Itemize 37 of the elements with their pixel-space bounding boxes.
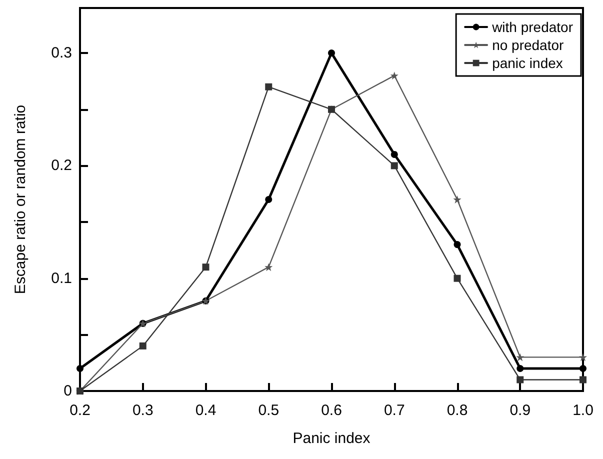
point — [76, 364, 84, 372]
point — [264, 263, 273, 272]
x-tick-label: 0.8 — [446, 402, 468, 419]
y-axis-title: Escape ratio or random ratio — [12, 104, 29, 294]
point — [454, 241, 461, 248]
point — [328, 50, 335, 57]
x-axis-title: Panic index — [292, 430, 371, 447]
point — [580, 376, 586, 384]
legend-label: with predator — [491, 19, 574, 35]
x-tick-label: 0.3 — [132, 402, 154, 419]
point — [453, 196, 462, 204]
y-tick-label: 0.2 — [51, 157, 72, 174]
point — [516, 353, 524, 362]
point — [265, 196, 272, 203]
point — [516, 364, 524, 372]
x-tick-label: 0.9 — [510, 402, 531, 419]
x-tick-label: 0.7 — [384, 402, 405, 419]
point — [139, 342, 146, 350]
point — [390, 150, 398, 158]
legend-label: no predator — [492, 37, 564, 53]
x-tick-label: 0.5 — [258, 402, 280, 419]
x-tick-label: 0.4 — [195, 402, 216, 419]
point — [516, 376, 524, 384]
y-tick-label: 0.3 — [51, 44, 72, 62]
x-tick-label: 0.2 — [70, 402, 90, 419]
point — [390, 162, 398, 170]
x-tick-label: 0.6 — [321, 402, 342, 419]
point — [202, 264, 210, 271]
x-tick-label: 1.0 — [572, 402, 594, 419]
point — [579, 353, 587, 362]
point — [580, 364, 586, 372]
y-tick-label: 0 — [64, 382, 72, 400]
point — [454, 274, 461, 282]
legend-label: panic index — [492, 55, 563, 71]
point — [390, 72, 398, 80]
point — [265, 83, 272, 90]
y-tick-label: 0.1 — [51, 270, 72, 287]
